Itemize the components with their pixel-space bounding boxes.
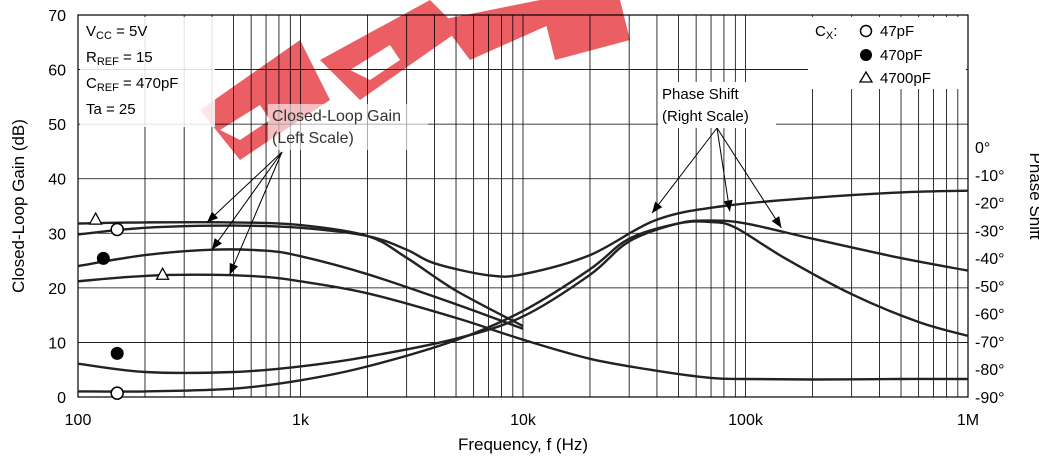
left-tick-label: 70 xyxy=(48,8,66,25)
curves xyxy=(77,189,969,393)
gain-arrow-2 xyxy=(211,151,283,250)
phase-annotation-line2: (Right Scale) xyxy=(662,108,749,125)
phase-arrow-2-head xyxy=(723,199,733,212)
right-tick-label: -30° xyxy=(975,223,1005,240)
series-line-3 xyxy=(77,248,524,330)
condition-ta: Ta = 25 xyxy=(86,101,136,118)
x-tick-label: 1k xyxy=(292,412,310,429)
legend-item-47pf: 47pF xyxy=(880,23,914,40)
marker-open-triangle xyxy=(155,266,170,280)
right-tick-label: -10° xyxy=(975,168,1005,185)
legend-filled-circle-icon xyxy=(860,49,872,61)
gain-annotation-bg xyxy=(268,104,428,150)
legend-open-triangle-icon xyxy=(858,70,874,83)
phase-arrow-3 xyxy=(716,127,782,229)
x-tick-label: 100 xyxy=(65,412,92,429)
gain-arrow-3-head xyxy=(229,262,239,275)
series-line-1 xyxy=(77,220,524,328)
x-tick-label: 10k xyxy=(510,412,537,429)
left-tick-label: 60 xyxy=(48,63,66,80)
left-tick-label: 0 xyxy=(57,390,66,407)
legend-open-circle-icon xyxy=(859,24,873,38)
phase-arrow-2 xyxy=(716,127,731,212)
gain-arrow-3 xyxy=(229,151,283,275)
left-axis-ticks: 0 10 20 30 40 50 60 70 xyxy=(48,8,66,407)
left-axis-label: Closed-Loop Gain (dB) xyxy=(9,119,28,293)
gain-arrow-1-head xyxy=(207,211,219,223)
x-axis-label: Frequency, f (Hz) xyxy=(458,435,588,454)
right-axis-label: Phase Shift xyxy=(1026,153,1039,240)
gain-arrow-1 xyxy=(206,151,283,223)
series-line-2 xyxy=(77,189,969,278)
legend-item-470pf: 470pF xyxy=(880,47,923,64)
left-tick-label: 30 xyxy=(48,226,66,243)
x-tick-label: 1M xyxy=(957,412,979,429)
phase-annotation-line1: Phase Shift xyxy=(662,86,740,103)
right-tick-label: -50° xyxy=(975,279,1005,296)
x-tick-label: 100k xyxy=(728,412,764,429)
right-tick-label: -90° xyxy=(975,390,1005,407)
series-line-6 xyxy=(77,220,969,393)
right-tick-label: -40° xyxy=(975,251,1005,268)
phase-annotation-bg xyxy=(658,82,776,128)
marker-open-triangle xyxy=(88,211,103,225)
condition-rref: RREF = 15 xyxy=(86,49,153,68)
series-line-5 xyxy=(77,219,969,375)
gain-arrow-2-head xyxy=(211,238,223,250)
marker-open-circle xyxy=(110,222,124,237)
annotation-arrows xyxy=(206,127,782,275)
legend-box xyxy=(808,17,966,89)
phase-arrow-3-head xyxy=(771,216,782,228)
x-axis-ticks: 100 1k 10k 100k 1M xyxy=(65,412,979,429)
left-tick-label: 20 xyxy=(48,281,66,298)
gain-annotation-line2: (Left Scale) xyxy=(272,130,354,147)
phase-arrow-1 xyxy=(651,127,718,214)
legend-title: CX: xyxy=(815,23,837,42)
condition-vcc: VCC = 5V xyxy=(86,23,147,42)
right-tick-label: -20° xyxy=(975,196,1005,213)
right-tick-label: 0° xyxy=(975,140,990,157)
phase-arrow-1-head xyxy=(652,201,663,214)
left-tick-label: 40 xyxy=(48,172,66,189)
condition-cref: CREF = 470pF xyxy=(86,75,178,94)
marker-open-circle xyxy=(110,386,124,400)
grid xyxy=(77,15,968,397)
marker-filled-circle xyxy=(96,251,110,265)
right-axis-ticks: 0° -10° -20° -30° -40° -50° -60° -70° -80° -90° xyxy=(975,140,1005,407)
left-tick-label: 10 xyxy=(48,335,66,352)
gain-annotation-line1: Closed-Loop Gain xyxy=(272,108,401,125)
right-tick-label: -60° xyxy=(975,307,1005,324)
right-tick-label: -70° xyxy=(975,334,1005,351)
conditions-box xyxy=(80,17,215,127)
legend-item-4700pf: 4700pF xyxy=(880,70,931,87)
series-line-4 xyxy=(77,273,969,381)
plot-frame xyxy=(77,14,969,398)
left-tick-label: 50 xyxy=(48,117,66,134)
right-tick-label: -80° xyxy=(975,362,1005,379)
series-markers xyxy=(88,211,170,400)
marker-filled-circle xyxy=(110,346,124,360)
